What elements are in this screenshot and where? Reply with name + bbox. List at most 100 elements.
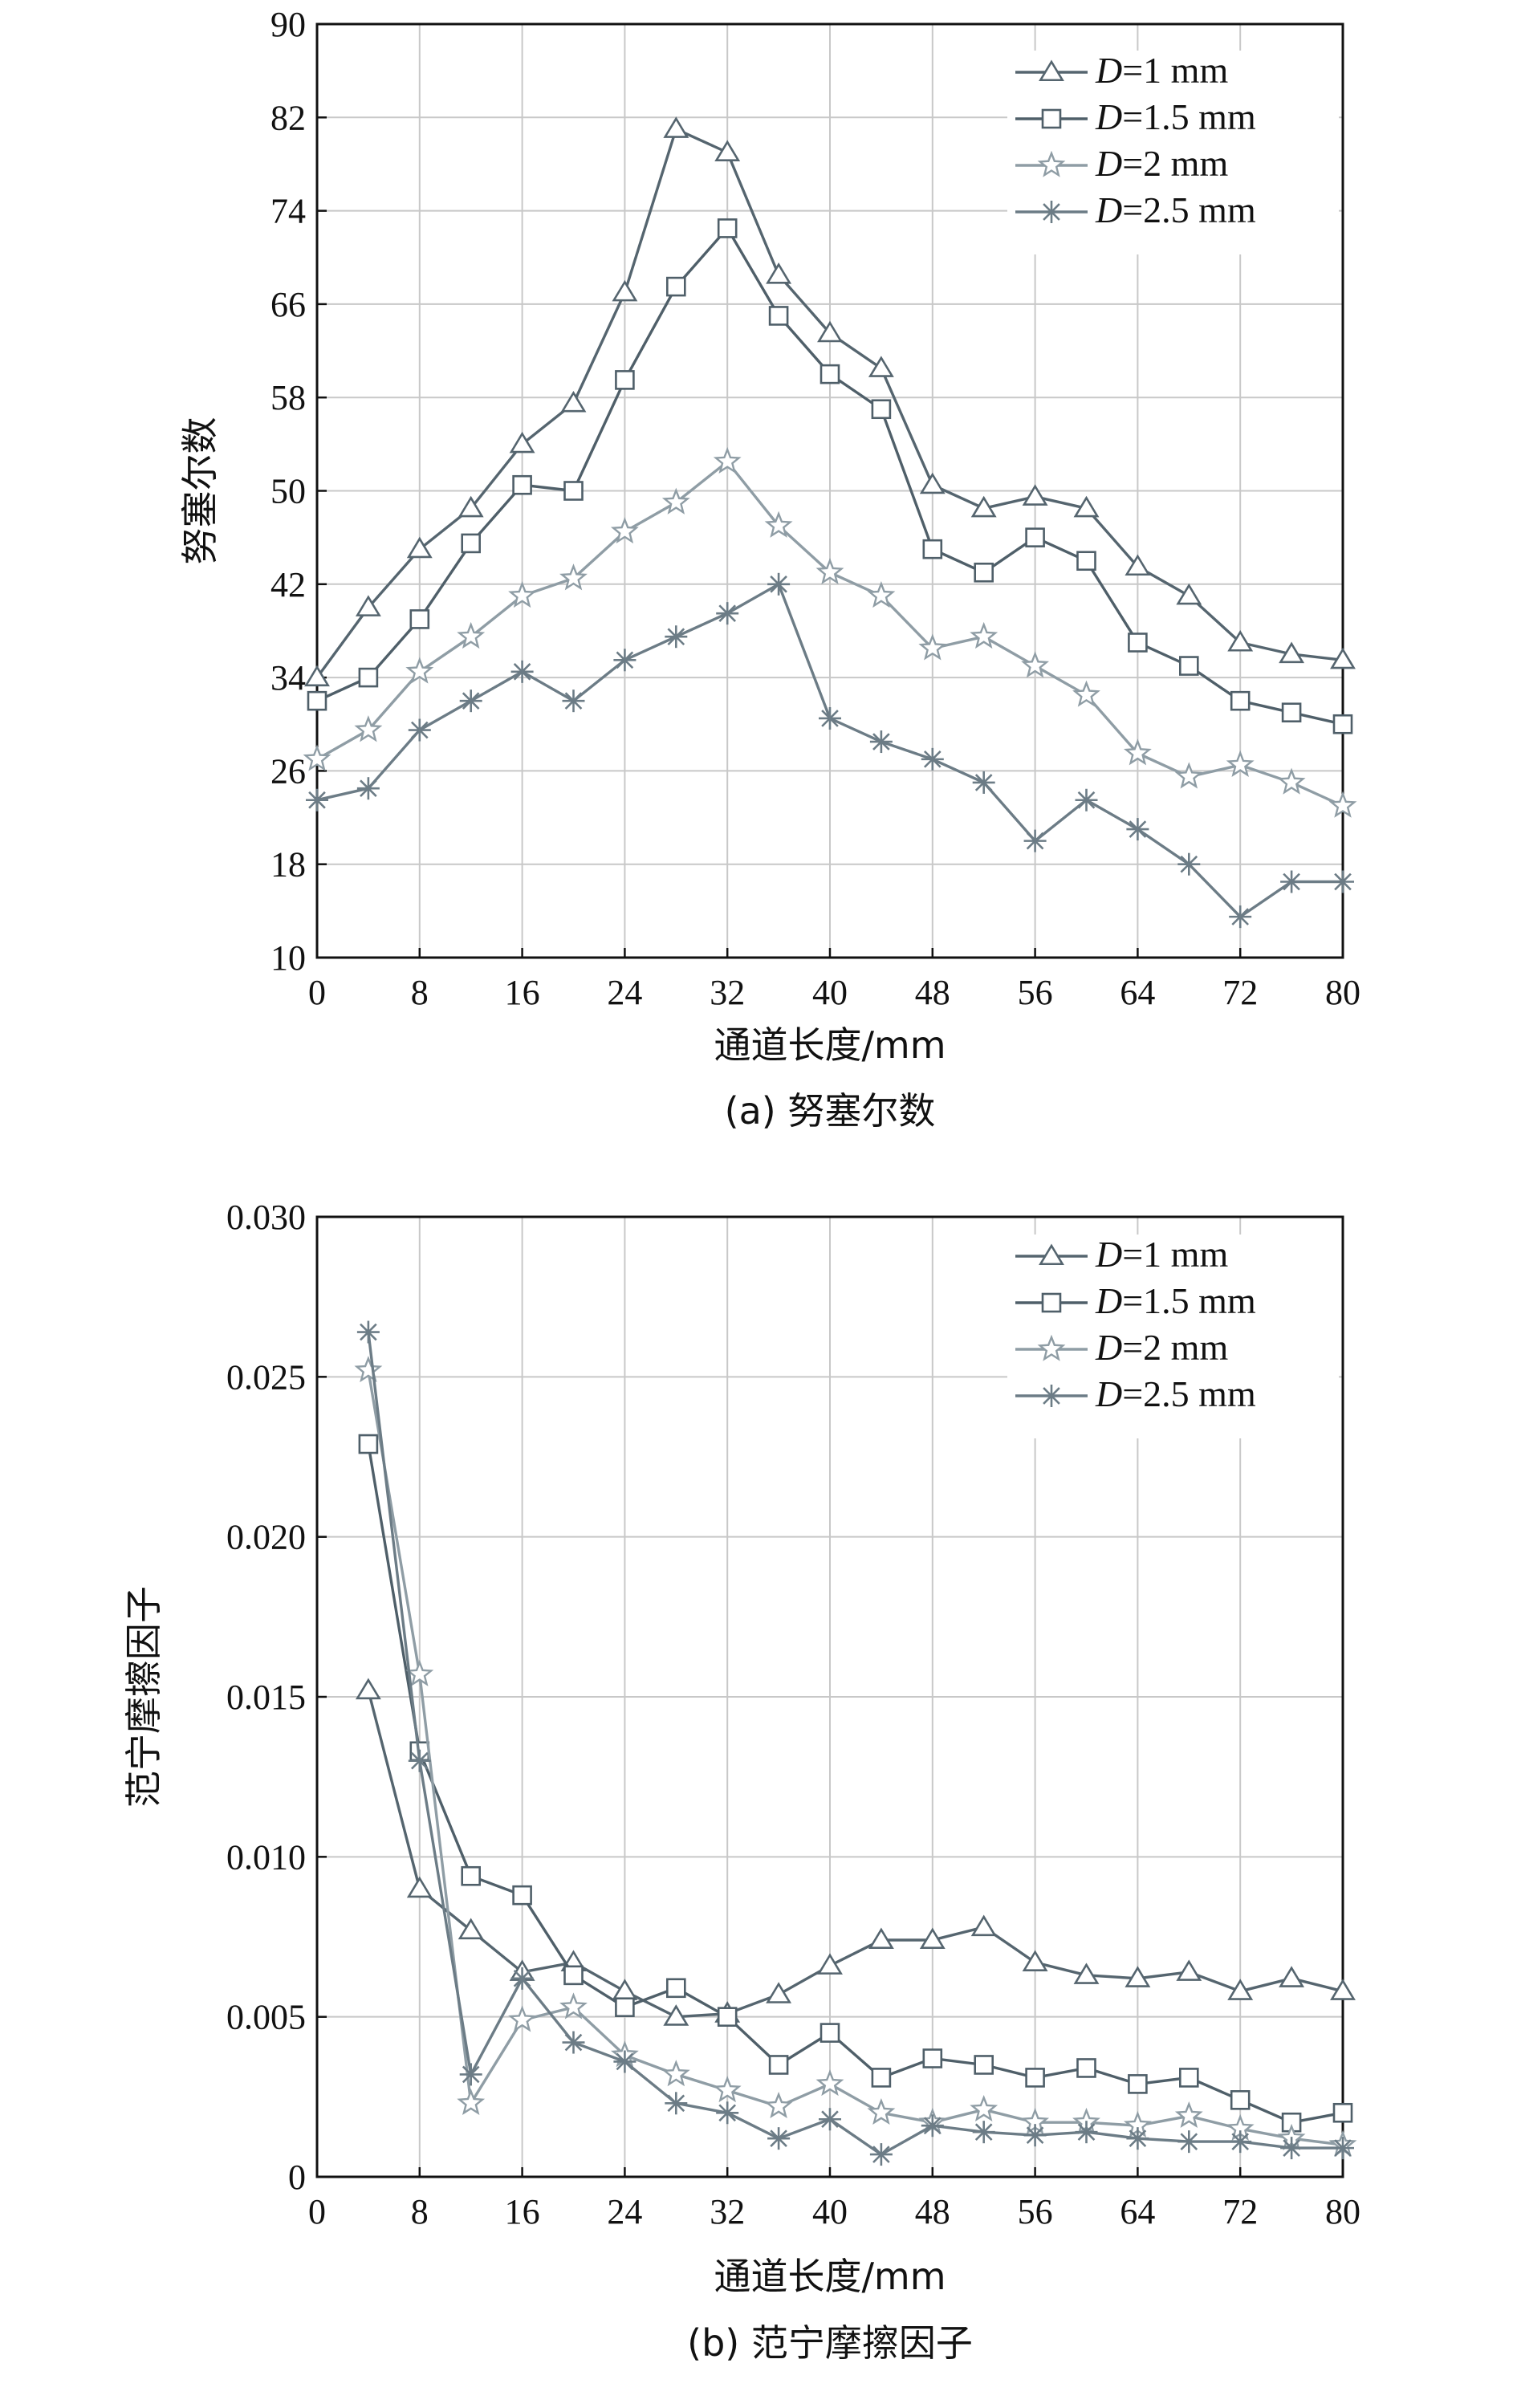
data-point-4 <box>512 474 532 495</box>
data-point-legend <box>1037 1334 1066 1361</box>
x-tick-label: 16 <box>505 2192 540 2231</box>
data-point-15 <box>1072 680 1100 707</box>
data-point-3 <box>512 1885 532 1906</box>
data-point-8 <box>767 2127 791 2150</box>
data-point-11 <box>919 1927 946 1950</box>
asterisk-stroke <box>1077 2123 1096 2142</box>
data-point-19 <box>1281 702 1302 723</box>
data-point-14 <box>1076 2058 1096 2078</box>
series-square <box>358 1434 1353 2133</box>
data-point-legend <box>1037 150 1066 177</box>
legend-label: D=1 mm <box>1095 1234 1228 1275</box>
legend-entry: D=1.5 mm <box>1015 96 1256 137</box>
x-tick-label: 40 <box>812 2192 848 2231</box>
asterisk-stroke <box>821 710 839 727</box>
data-point-14 <box>1073 1963 1100 1984</box>
data-point-14 <box>1023 829 1047 852</box>
series-square <box>307 218 1353 734</box>
data-point-4 <box>508 580 537 608</box>
asterisk-stroke <box>821 2110 839 2129</box>
data-point-16 <box>1179 2068 1199 2088</box>
data-point-9 <box>767 572 791 596</box>
data-point-6 <box>613 649 636 672</box>
asterisk-stroke <box>513 1970 531 1987</box>
data-point-8 <box>764 2092 793 2119</box>
asterisk-stroke <box>872 733 890 750</box>
data-point-11 <box>922 2048 943 2068</box>
x-tick-label: 32 <box>710 2192 745 2231</box>
x-axis-label: 通道长度/mm <box>714 2255 946 2298</box>
x-tick-label: 48 <box>915 2192 950 2231</box>
x-tick-label: 8 <box>411 2192 429 2231</box>
data-point-legend <box>1039 1243 1064 1266</box>
data-point-6 <box>665 1978 686 1999</box>
asterisk-stroke <box>1026 832 1044 850</box>
series-line <box>367 1690 1344 2019</box>
asterisk-stroke <box>770 2129 787 2147</box>
data-point-17 <box>1230 2090 1251 2110</box>
series-asterisk <box>356 1320 1354 2166</box>
data-point-0 <box>356 1320 380 1344</box>
asterisk-stroke <box>923 2117 942 2135</box>
data-point-7 <box>713 2076 742 2103</box>
legend-entry: D=2 mm <box>1015 143 1228 184</box>
data-point-13 <box>974 562 994 583</box>
data-point-6 <box>663 2004 689 2026</box>
x-tick-label: 56 <box>1018 2192 1053 2231</box>
data-point-6 <box>612 279 638 302</box>
y-tick-label: 50 <box>270 472 306 511</box>
asterisk-stroke <box>360 1323 377 1341</box>
asterisk-stroke <box>308 791 326 809</box>
data-point-12 <box>919 472 946 494</box>
y-tick-label: 82 <box>270 98 306 137</box>
data-point-8 <box>717 218 738 238</box>
panel-a-nusselt-chart: 0 8 16 24 32 40 48 56 64 72 80 10 18 26 34 42 50 58 66 74 82… <box>178 5 1360 1133</box>
data-point-1 <box>408 1749 431 1772</box>
data-point-7 <box>663 116 689 138</box>
data-point-16 <box>1176 1959 1202 1981</box>
legend-entry: D=2 mm <box>1015 1327 1228 1368</box>
y-axis-label: 范宁摩擦因子 <box>122 1586 165 1808</box>
data-point-19 <box>1332 2102 1353 2123</box>
data-point-18 <box>1226 750 1255 777</box>
y-tick-label: 0.010 <box>226 1837 306 1877</box>
data-point-4 <box>563 1965 584 1986</box>
data-point-0 <box>306 788 328 811</box>
data-point-5 <box>560 390 587 413</box>
asterisk-stroke <box>718 604 737 622</box>
asterisk-stroke <box>1283 872 1300 891</box>
data-point-11 <box>921 2114 944 2138</box>
data-point-9 <box>817 1953 843 1975</box>
data-point-13 <box>970 621 998 649</box>
data-point-7 <box>661 487 690 515</box>
data-point-4 <box>509 431 535 454</box>
data-point-20 <box>1328 791 1357 818</box>
data-point-15 <box>1128 2074 1148 2094</box>
data-point-17 <box>1174 762 1203 789</box>
asterisk-stroke <box>1180 2133 1198 2150</box>
legend-entry: D=2.5 mm <box>1015 1373 1256 1414</box>
y-axis-label: 努塞尔数 <box>178 417 222 565</box>
asterisk-stroke <box>770 575 787 593</box>
y-tick-label: 42 <box>270 565 306 604</box>
data-point-legend <box>1039 59 1064 82</box>
legend-entry: D=1 mm <box>1015 1234 1228 1275</box>
data-point-13 <box>1022 1950 1048 1971</box>
data-point-16 <box>1174 2101 1203 2129</box>
x-tick-label: 0 <box>308 973 326 1012</box>
data-point-16 <box>1123 738 1152 766</box>
x-tick-label: 48 <box>915 973 950 1012</box>
asterisk-stroke <box>462 2065 480 2084</box>
y-tick-label: 0.005 <box>226 1998 306 2037</box>
data-point-10 <box>819 706 841 730</box>
asterisk-stroke <box>1077 791 1096 809</box>
data-point-11 <box>871 399 892 420</box>
data-point-1 <box>356 777 380 800</box>
x-tick-label: 72 <box>1222 2192 1258 2231</box>
asterisk-stroke <box>974 2123 993 2142</box>
asterisk-stroke <box>616 651 634 669</box>
data-point-13 <box>1025 2068 1045 2088</box>
x-tick-label: 56 <box>1018 973 1053 1012</box>
asterisk-stroke <box>667 2094 685 2113</box>
legend-label: D=1 mm <box>1095 50 1228 91</box>
